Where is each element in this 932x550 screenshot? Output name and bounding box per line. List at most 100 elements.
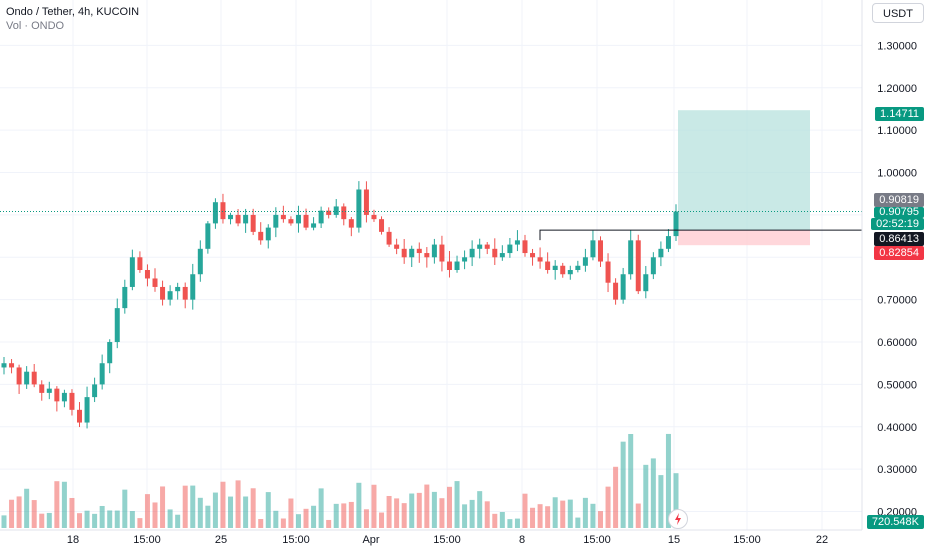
candle-body — [643, 274, 649, 292]
current-price-label: 0.90795 — [874, 207, 924, 218]
volume-bar — [69, 497, 75, 528]
candle-body — [605, 261, 611, 283]
price-tick-label: 0.30000 — [877, 464, 917, 476]
volume-bar — [288, 498, 294, 528]
candle-body — [220, 202, 226, 220]
volume-bar — [318, 488, 324, 528]
volume-bar — [77, 513, 83, 528]
candle-body — [99, 363, 105, 385]
volume-bar — [477, 491, 483, 528]
candle-body — [635, 240, 641, 292]
volume-bar — [243, 496, 249, 528]
time-tick-label: 15:00 — [733, 534, 761, 546]
volume-bar — [144, 494, 150, 528]
candle-body — [356, 189, 362, 228]
volume-bar — [575, 517, 581, 528]
candle-body — [1, 363, 7, 368]
price-lines — [0, 211, 862, 241]
volume-bar — [582, 497, 588, 528]
candle-body — [295, 214, 301, 224]
price-tick-label: 0.60000 — [877, 337, 917, 349]
candle-body — [54, 388, 60, 402]
volume-bar — [665, 433, 671, 528]
candle-body — [303, 214, 309, 228]
volume-bar — [530, 507, 536, 528]
candle-body — [507, 244, 513, 254]
volume-bar — [469, 499, 475, 528]
candle-body — [144, 270, 150, 279]
volume-bar — [311, 505, 317, 528]
candle-body — [39, 384, 45, 393]
volume-bar — [650, 458, 656, 528]
candle-body — [567, 270, 573, 275]
volume-bar — [484, 501, 490, 528]
volume-bar — [545, 506, 551, 528]
volume-bar — [386, 495, 392, 528]
candle-body — [205, 223, 211, 249]
volume-bar — [46, 512, 52, 528]
candle-body — [394, 244, 400, 249]
volume-bar — [273, 510, 279, 528]
price-tick-label: 1.10000 — [877, 125, 917, 137]
last-close-label: 0.90819 — [874, 193, 924, 207]
volume-bar — [643, 464, 649, 528]
volume-bar — [228, 496, 234, 528]
volume-bar — [454, 481, 460, 528]
candle-body — [228, 214, 234, 220]
volume-bar — [560, 500, 566, 528]
candle-body — [24, 371, 30, 385]
volume-bars — [1, 433, 679, 528]
volume-bar — [303, 508, 309, 528]
volume-bar — [295, 514, 301, 528]
candle-body — [409, 248, 415, 258]
candle-body — [16, 367, 22, 385]
volume-bar — [635, 503, 641, 528]
candle-body — [484, 244, 490, 249]
candle-body — [552, 265, 558, 270]
candle-body — [613, 282, 619, 300]
volume-bar — [92, 513, 98, 528]
candle-body — [363, 189, 369, 215]
candle-body — [129, 257, 135, 287]
volume-bar — [613, 466, 619, 528]
volume-bar — [84, 510, 90, 528]
time-tick-label: 18 — [67, 534, 79, 546]
volume-bar — [54, 481, 60, 528]
volume-bar — [439, 498, 445, 528]
volume-bar — [160, 486, 166, 528]
candle-body — [122, 286, 128, 309]
candle-body — [190, 274, 196, 300]
volume-bar — [333, 503, 339, 528]
currency-button[interactable]: USDT — [872, 3, 924, 23]
candle-body — [311, 223, 317, 228]
volume-bar — [537, 504, 543, 528]
candle-body — [492, 248, 498, 258]
replay-icon[interactable] — [668, 509, 688, 529]
time-tick-label: 15 — [668, 534, 680, 546]
volume-bar — [250, 488, 256, 528]
candle-body — [69, 392, 75, 410]
candle-body — [92, 384, 98, 398]
volume-bar — [16, 496, 22, 528]
volume-bar — [597, 511, 603, 528]
volume-bar — [205, 505, 211, 528]
candle-body — [197, 248, 203, 275]
candle-body — [628, 240, 634, 275]
candle-body — [537, 257, 543, 262]
candle-body — [431, 244, 437, 258]
volume-bar — [326, 519, 332, 528]
time-tick-label: 25 — [215, 534, 227, 546]
volume-bar — [356, 482, 362, 528]
volume-bar — [409, 493, 415, 528]
candle-body — [258, 231, 264, 241]
candle-body — [9, 363, 15, 368]
volume-bar — [182, 485, 188, 528]
volume-bar — [394, 498, 400, 528]
volume-bar — [522, 493, 528, 528]
candle-body — [401, 248, 407, 258]
price-axis: 1.30000 1.20000 1.10000 1.00000 0.70000 0.600… — [861, 0, 917, 530]
candle-body — [477, 244, 483, 249]
candle-body — [673, 211, 679, 237]
candle-body — [454, 261, 460, 270]
